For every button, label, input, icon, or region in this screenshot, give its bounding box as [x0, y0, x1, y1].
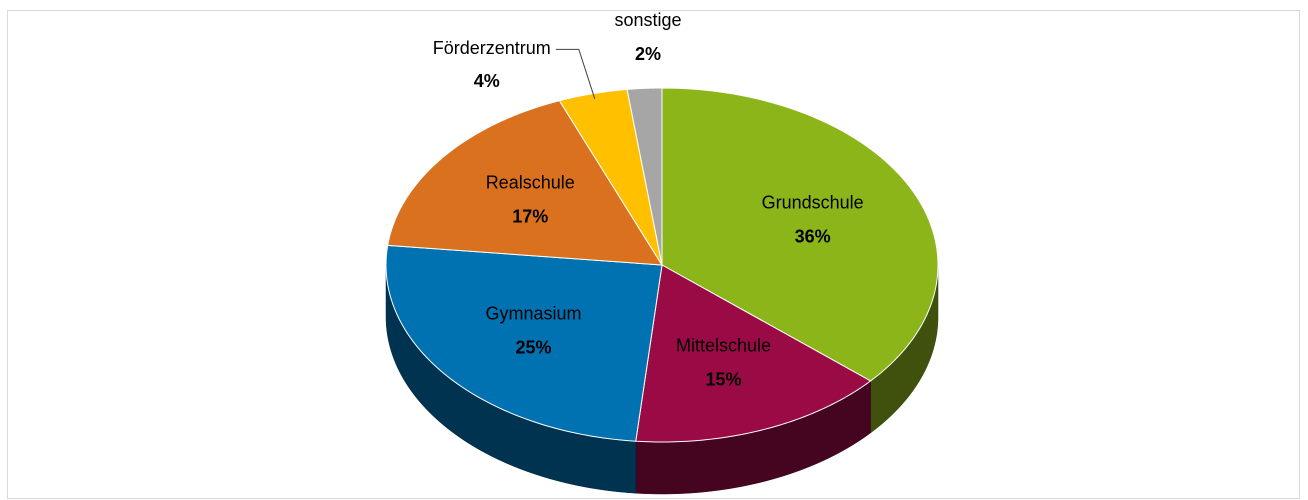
slice-label: Förderzentrum — [433, 38, 551, 58]
pie-slice — [385, 244, 663, 442]
leader-line — [555, 48, 596, 99]
pie-slice — [635, 264, 872, 443]
pie-slice — [661, 87, 939, 382]
slice-value-label: 4% — [474, 71, 500, 91]
slice-value-label: 2% — [635, 44, 661, 64]
slice-value-label: 36% — [795, 227, 831, 247]
pie-slice — [387, 100, 663, 266]
slice-label: Mittelschule — [676, 335, 771, 355]
slice-label: sonstige — [614, 10, 681, 30]
slice-label: Gymnasium — [485, 304, 581, 324]
slice-label: Realschule — [486, 172, 575, 192]
slice-value-label: 15% — [706, 369, 742, 389]
pie-slice — [626, 87, 663, 266]
slice-value-label: 17% — [512, 206, 548, 226]
slice-value-label: 25% — [515, 338, 551, 358]
slice-label: Grundschule — [762, 193, 864, 213]
